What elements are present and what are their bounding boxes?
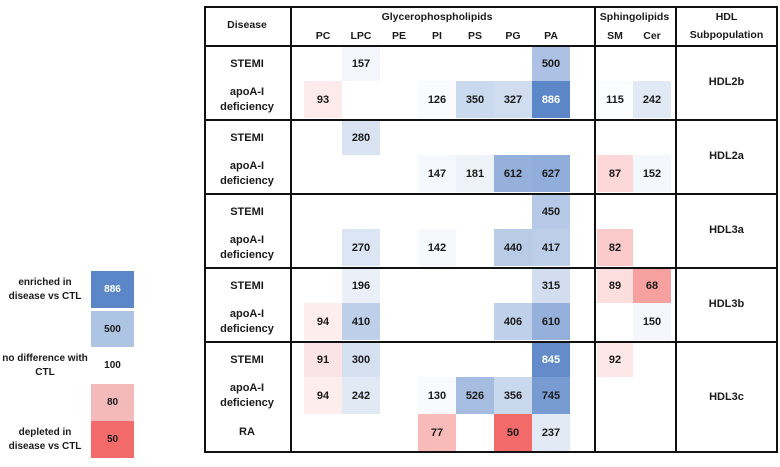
column-header-pc: PC [315,29,331,42]
value-cell: 242 [342,377,380,414]
table-rule [204,341,778,343]
value-cell: 417 [532,229,570,266]
value-cell: 130 [418,377,456,414]
column-header-pe: PE [391,29,406,42]
header-subpopulation: Subpopulation [689,28,764,41]
column-header-pa: PA [544,29,558,42]
value-cell: 406 [494,303,532,340]
value-cell: 886 [532,81,570,118]
column-header-pg: PG [505,29,521,42]
table-rule [204,6,206,453]
value-cell: 196 [342,269,380,303]
column-header-cer: Cer [643,29,661,42]
value-cell: 745 [532,377,570,414]
value-cell: 92 [597,343,633,377]
disease-label: apoA-I deficiency [220,307,274,335]
value-cell: 94 [304,303,342,340]
legend-swatch: 500 [91,311,134,348]
value-cell: 356 [494,377,532,414]
value-cell: 627 [532,155,570,192]
value-cell: 612 [494,155,532,192]
table-rule [204,119,778,121]
value-cell: 87 [597,155,633,192]
value-cell: 91 [304,343,342,377]
disease-label: RA [239,426,255,438]
color-legend: 886 enriched in disease vs CTL 500 100 no di… [0,0,140,467]
value-cell: 440 [494,229,532,266]
value-cell: 280 [342,121,380,155]
value-cell: 315 [532,269,570,303]
disease-label: apoA-I deficiency [220,85,274,113]
value-cell: 82 [597,229,633,266]
value-cell: 147 [418,155,456,192]
value-cell: 610 [532,303,570,340]
disease-label: apoA-I deficiency [220,381,274,409]
legend-label: no difference with CTL [2,353,88,378]
subpopulation-label: HDL3c [709,390,744,403]
table-rule [204,267,778,269]
disease-label: apoA-I deficiency [220,159,274,187]
legend-swatch: 80 [91,384,134,421]
legend-label: depleted in disease vs CTL [8,427,82,452]
disease-label: STEMI [230,353,264,366]
value-cell: 526 [456,377,494,414]
value-cell: 410 [342,303,380,340]
value-cell: 126 [418,81,456,118]
table-rule [204,45,778,47]
table-rule [204,6,778,8]
table-rule [290,6,292,453]
value-cell: 115 [597,81,633,118]
header-disease: Disease [227,19,267,31]
value-cell: 327 [494,81,532,118]
value-cell: 94 [304,377,342,414]
column-header-sm: SM [607,29,623,42]
legend-swatch: 100 [91,347,134,383]
table-rule [204,451,778,453]
value-cell: 270 [342,229,380,266]
header-sphingolipids: Sphingolipids [599,10,670,23]
value-cell: 142 [418,229,456,266]
table-rule [594,6,596,453]
value-cell: 157 [342,47,380,81]
value-cell: 350 [456,81,494,118]
value-cell: 845 [532,343,570,377]
value-cell: 93 [304,81,342,118]
header-hdl: HDL [715,10,738,23]
disease-label: apoA-I deficiency [220,233,274,261]
subpopulation-label: HDL3b [708,298,745,310]
value-cell: 181 [456,155,494,192]
value-cell: 500 [532,47,570,81]
value-cell: 77 [418,414,456,451]
disease-label: STEMI [230,205,264,218]
subpopulation-label: HDL3a [709,224,744,236]
value-cell: 450 [532,195,570,229]
value-cell: 152 [633,155,671,192]
legend-label: enriched in disease vs CTL [8,277,82,302]
subpopulation-label: HDL2b [708,76,745,88]
value-cell: 237 [532,414,570,451]
disease-label: STEMI [230,57,264,70]
subpopulation-label: HDL2a [709,150,744,162]
column-header-ps: PS [467,29,482,42]
value-cell: 68 [633,269,671,303]
table-rule [675,6,677,453]
value-cell: 300 [342,343,380,377]
value-cell: 242 [633,81,671,118]
column-header-lpc: LPC [350,29,372,42]
value-cell: 50 [494,414,532,451]
table-rule [776,6,778,453]
disease-label: STEMI [230,131,264,144]
column-header-pi: PI [432,29,442,42]
value-cell: 89 [597,269,633,303]
disease-label: STEMI [230,279,264,292]
legend-swatch: 886 [91,271,134,308]
table-rule [204,193,778,195]
header-glycerophospholipids: Glycerophospholipids [381,10,493,23]
legend-swatch: 50 [91,421,134,458]
value-cell: 150 [633,303,671,340]
